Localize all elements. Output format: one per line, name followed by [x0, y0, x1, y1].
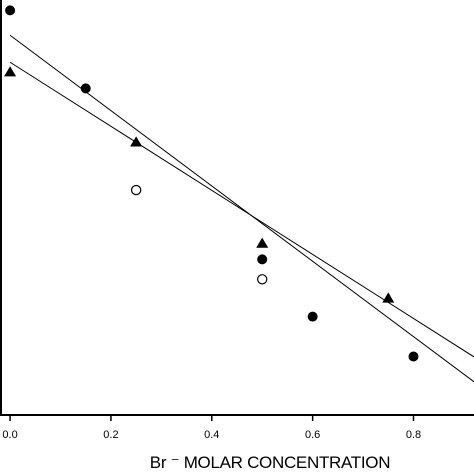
x-tick-label: 0.4 — [204, 429, 219, 441]
filled-circle-point-5 — [408, 351, 419, 362]
x-axis-ticks: 0.0 0.2 0.4 0.6 0.8 — [2, 415, 421, 441]
filled-circle-point-4 — [307, 311, 318, 322]
open-circle-point-2 — [257, 274, 268, 285]
filled-triangle-point-2 — [130, 136, 143, 147]
fit-lines — [9, 34, 474, 383]
filled-circle-point-3 — [257, 254, 268, 265]
plot-frame — [0, 0, 474, 416]
x-tick-label: 0.0 — [2, 429, 17, 441]
x-tick-label: 0.8 — [406, 429, 421, 441]
x-tick-label: 0.6 — [305, 429, 320, 441]
filled-circle-point-2 — [80, 83, 91, 94]
fit-line-1 — [9, 34, 474, 383]
open-circle-point-1 — [130, 184, 142, 196]
x-tick-label: 0.2 — [103, 429, 118, 441]
x-axis-title: Br ⁻ MOLAR CONCENTRATION — [150, 453, 390, 472]
filled-triangle-point-3 — [256, 237, 269, 248]
fit-line-2 — [9, 61, 474, 358]
filled-circle-point-1 — [5, 5, 16, 16]
filled-triangle-point-1 — [4, 66, 17, 77]
data-markers — [4, 5, 419, 362]
filled-triangle-point-4 — [382, 292, 395, 303]
